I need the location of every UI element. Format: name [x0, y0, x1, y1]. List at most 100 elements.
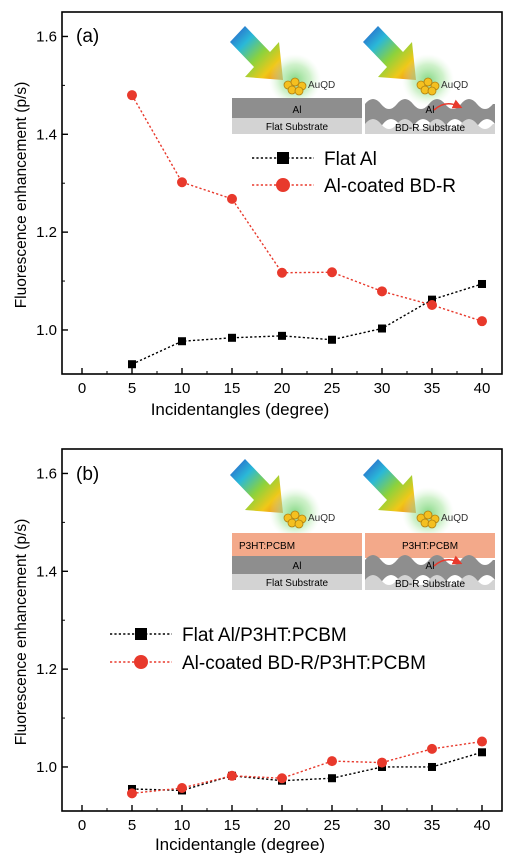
data-point: [127, 788, 137, 799]
light-arrow-icon: [363, 26, 416, 80]
data-point: [327, 756, 337, 767]
quantum-dot-icon: [416, 77, 440, 96]
substrate-layer: [232, 118, 362, 134]
data-point: [128, 360, 136, 369]
al-layer: [232, 556, 362, 574]
data-point: [477, 316, 487, 327]
x-tick-label: 40: [474, 817, 491, 834]
legend-marker: [276, 178, 290, 192]
x-tick-label: 15: [224, 380, 241, 397]
data-point: [427, 300, 437, 311]
quantum-dot-icon: [283, 510, 307, 529]
data-point: [177, 177, 187, 188]
light-arrow-icon: [363, 459, 416, 513]
x-tick-label: 35: [424, 817, 441, 834]
y-tick-label: 1.4: [36, 563, 57, 580]
x-tick-label: 0: [78, 817, 86, 834]
data-point: [178, 337, 186, 346]
inset-right: AuQD P3HT:PCBM Al BD-R Substrate: [363, 459, 495, 590]
quantum-dot-icon: [416, 510, 440, 529]
quantum-dot-label: AuQD: [441, 80, 468, 91]
plot-area: [127, 90, 487, 369]
legend-marker: [277, 152, 289, 164]
series-line: [131, 751, 483, 792]
panel-a: 0 5 10 15 20 25 30 35 40 1.0 1.2 1.4 1.6 Incidentan…: [13, 11, 503, 419]
legend-label: Flat Al: [324, 149, 377, 170]
x-axis-ticks: 0 5 10 15 20 25 30 35 40: [78, 368, 491, 397]
x-tick-label: 10: [174, 380, 191, 397]
data-point: [478, 279, 486, 288]
quantum-dot-label: AuQD: [308, 513, 335, 524]
substrate-label: Flat Substrate: [266, 578, 329, 589]
substrate-label: Flat Substrate: [266, 122, 329, 133]
y-tick-label: 1.0: [36, 759, 57, 776]
panel-b: 0 5 10 15 20 25 30 35 40 1.0 1.2 1.4 1.6 Incidentan…: [13, 448, 503, 853]
x-tick-label: 30: [374, 817, 391, 834]
x-tick-label: 35: [424, 380, 441, 397]
light-arrow-icon: [230, 459, 283, 513]
x-tick-label: 30: [374, 380, 391, 397]
legend-marker: [135, 628, 147, 640]
legend: Flat Al/P3HT:PCBM Al-coated BD-R/P3HT:PCB…: [110, 625, 426, 674]
data-point: [227, 193, 237, 204]
data-point: [277, 773, 287, 784]
bd-r-substrate-layer: [365, 575, 495, 590]
data-point: [127, 90, 137, 101]
inset-left: AuQD Al Flat Substrate: [230, 26, 362, 134]
x-axis-ticks: 0 5 10 15 20 25 30 35 40: [78, 805, 491, 834]
panel-label: (b): [76, 464, 99, 485]
data-point: [328, 774, 336, 783]
plasmon-arrow-icon: [433, 555, 463, 567]
plot-area: [127, 736, 487, 799]
data-point: [277, 267, 287, 278]
p3ht-pcbm-layer: [232, 533, 362, 556]
al-layer-label: Al: [426, 105, 435, 116]
panel-label: (a): [76, 26, 99, 47]
p3ht-pcbm-label: P3HT:PCBM: [239, 541, 295, 552]
y-axis-label: Fluorescence enhancement (p/s): [13, 519, 30, 746]
quantum-dot-label: AuQD: [441, 513, 468, 524]
substrate-label: BD-R Substrate: [395, 123, 465, 134]
al-layer-label: Al: [293, 561, 302, 572]
y-tick-label: 1.6: [36, 465, 57, 482]
al-wavy-layer: [365, 99, 495, 129]
data-point: [378, 324, 386, 333]
data-point: [327, 267, 337, 278]
al-layer: [232, 98, 362, 118]
data-point: [427, 743, 437, 754]
y-tick-label: 1.4: [36, 126, 57, 143]
plasmon-arrow-icon: [433, 99, 463, 111]
legend-label: Flat Al/P3HT:PCBM: [182, 625, 347, 646]
x-tick-label: 5: [128, 817, 136, 834]
legend: Flat Al Al-coated BD-R: [252, 149, 456, 197]
data-point: [478, 748, 486, 757]
y-tick-label: 1.2: [36, 224, 57, 241]
x-tick-label: 15: [224, 817, 241, 834]
al-layer-label: Al: [426, 561, 435, 572]
y-axis-ticks: 1.0 1.2 1.4 1.6: [36, 465, 68, 776]
quantum-dot-icon: [283, 77, 307, 96]
x-axis-label: Incidentangles (degree): [151, 400, 330, 419]
data-point: [228, 333, 236, 342]
x-tick-label: 5: [128, 380, 136, 397]
data-point: [477, 736, 487, 747]
quantum-dot-label: AuQD: [308, 80, 335, 91]
inset-right: AuQD Al BD-R Substrate: [363, 26, 495, 134]
y-tick-label: 1.0: [36, 322, 57, 339]
series-line: [131, 94, 483, 322]
y-axis-ticks: 1.0 1.2 1.4 1.6: [36, 28, 68, 339]
series-line: [131, 740, 483, 795]
x-tick-label: 10: [174, 817, 191, 834]
al-wavy-layer: [365, 555, 495, 585]
legend-label: Al-coated BD-R: [324, 176, 456, 197]
series-line: [131, 283, 483, 365]
data-point: [177, 783, 187, 794]
y-axis-label: Fluorescence enhancement (p/s): [13, 82, 30, 309]
p3ht-pcbm-label: P3HT:PCBM: [402, 541, 458, 552]
data-point: [377, 757, 387, 768]
al-layer-label: Al: [293, 105, 302, 116]
x-tick-label: 40: [474, 380, 491, 397]
substrate-layer: [232, 574, 362, 590]
inset-left: AuQD P3HT:PCBM Al Flat Substrate: [230, 459, 362, 590]
data-point: [428, 762, 436, 771]
